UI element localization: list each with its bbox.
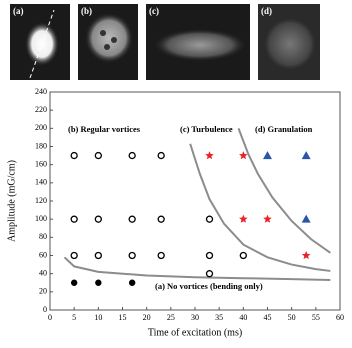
- panel-label: (c): [149, 6, 159, 16]
- point: [239, 151, 248, 160]
- point: [157, 251, 165, 260]
- point: [205, 151, 214, 160]
- x-tick-label: 35: [215, 313, 223, 322]
- x-tick-label: 60: [336, 313, 344, 322]
- x-tick-label: 40: [239, 313, 247, 322]
- point: [263, 151, 272, 160]
- point: [128, 251, 136, 260]
- panel-label: (b): [81, 6, 92, 16]
- vortex: [104, 44, 110, 50]
- x-tick-label: 5: [72, 313, 76, 322]
- point: [263, 214, 272, 223]
- cloud: [85, 13, 133, 63]
- x-tick-label: 15: [119, 313, 127, 322]
- x-tick-label: 10: [94, 313, 102, 322]
- boundary-curve: [189, 143, 331, 272]
- annotation: (b) Regular vortices: [68, 124, 141, 134]
- y-tick-label: 140: [35, 178, 47, 187]
- panel-label: (a): [13, 6, 24, 16]
- point: [157, 151, 165, 160]
- point: [70, 251, 78, 260]
- annotation: (d) Granulation: [255, 124, 313, 134]
- cloud: [154, 29, 246, 61]
- y-tick-label: 220: [35, 105, 47, 114]
- cloud: [264, 18, 316, 70]
- axis-line: [29, 9, 55, 79]
- x-tick-label: 25: [167, 313, 175, 322]
- y-tick-label: 160: [35, 159, 47, 168]
- annotation: (a) No vortices (bending only): [155, 281, 263, 291]
- vortex: [100, 30, 106, 36]
- point: [94, 251, 102, 260]
- y-tick-label: 0: [43, 305, 47, 314]
- point: [70, 279, 78, 286]
- point: [205, 215, 214, 223]
- image-panels: (a) (b) (c) (d): [10, 4, 320, 80]
- vortex: [111, 37, 117, 43]
- point: [239, 251, 247, 260]
- point: [128, 151, 136, 160]
- point: [70, 215, 78, 223]
- point: [70, 151, 78, 160]
- x-tick-label: 20: [143, 313, 151, 322]
- boundary-curve: [63, 256, 331, 282]
- x-tick-label: 50: [288, 313, 296, 322]
- y-tick-label: 100: [35, 214, 47, 223]
- y-tick-label: 120: [35, 196, 47, 205]
- y-tick-label: 60: [39, 250, 47, 259]
- y-tick-label: 240: [35, 87, 47, 96]
- boundary-curve: [237, 127, 331, 254]
- x-tick-label: 45: [264, 313, 272, 322]
- point: [205, 251, 214, 260]
- y-axis-label: Amplitude (mG/cm): [6, 160, 17, 242]
- point: [128, 215, 136, 223]
- point: [95, 279, 102, 286]
- annotation: (c) Turbulence: [180, 124, 233, 134]
- y-tick-label: 200: [35, 123, 47, 132]
- y-tick-label: 80: [39, 232, 47, 241]
- point: [94, 215, 102, 223]
- y-tick-label: 180: [35, 141, 47, 150]
- point: [205, 270, 214, 278]
- panel-label: (d): [261, 6, 272, 16]
- point: [301, 151, 311, 160]
- x-tick-label: 0: [48, 313, 52, 322]
- x-tick-label: 55: [312, 313, 320, 322]
- point: [157, 215, 165, 223]
- plot: Time of excitation (ms) Amplitude (mG/cm…: [6, 91, 341, 338]
- point: [301, 214, 311, 223]
- x-axis-label: Time of excitation (ms): [148, 327, 242, 338]
- point: [128, 279, 136, 286]
- point: [239, 214, 248, 223]
- y-tick-label: 20: [39, 287, 47, 296]
- point: [94, 151, 102, 160]
- point: [301, 251, 311, 260]
- y-tick-label: 40: [39, 268, 47, 277]
- x-tick-label: 30: [191, 313, 199, 322]
